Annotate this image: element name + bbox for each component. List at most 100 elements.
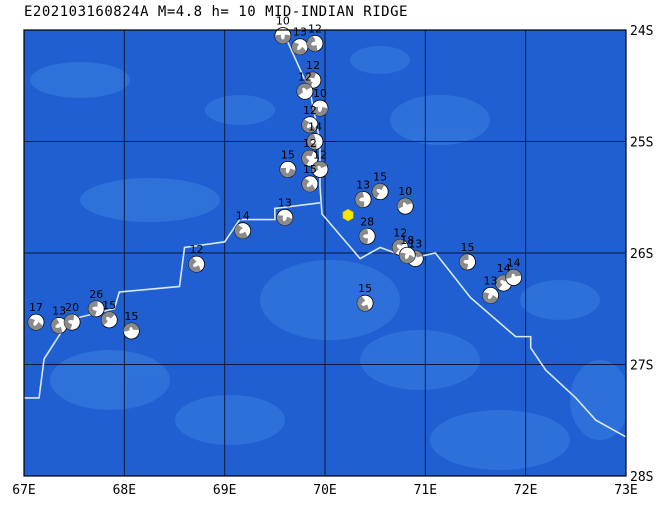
beachball-center bbox=[55, 323, 63, 328]
beachball-12[interactable]: 13 bbox=[354, 178, 372, 208]
event-depth-label: 26 bbox=[89, 288, 103, 301]
beachball-17[interactable]: 28 bbox=[358, 215, 376, 245]
beachball-8[interactable]: 12 bbox=[301, 137, 319, 167]
event-depth-label: 10 bbox=[398, 185, 412, 198]
event-depth-label: 13 bbox=[484, 274, 498, 287]
event-depth-label: 15 bbox=[124, 310, 138, 323]
beachball-6[interactable]: 12 bbox=[301, 104, 319, 134]
x-tick-label: 72E bbox=[514, 483, 537, 498]
beachball-center bbox=[488, 291, 494, 300]
ridge-west-line bbox=[24, 202, 321, 399]
event-depth-label: 15 bbox=[281, 148, 295, 161]
beachball-center bbox=[302, 87, 308, 95]
event-depth-label: 12 bbox=[303, 104, 317, 117]
beachball-1[interactable]: 13 bbox=[291, 26, 309, 56]
beachball-2[interactable]: 12 bbox=[306, 22, 324, 52]
beachball-center bbox=[309, 77, 317, 83]
x-tick-label: 67E bbox=[12, 483, 35, 498]
beachball-26[interactable]: 15 bbox=[356, 282, 374, 312]
event-depth-label: 15 bbox=[373, 171, 387, 184]
y-tick-label: 24S bbox=[630, 24, 653, 39]
y-tick-label: 26S bbox=[630, 247, 653, 262]
event-depth-label: 13 bbox=[52, 304, 66, 317]
beachball-24[interactable]: 14 bbox=[505, 257, 523, 286]
beachball-center bbox=[376, 188, 384, 195]
beachball-center bbox=[239, 227, 247, 234]
event-depth-label: 28 bbox=[360, 215, 374, 228]
beachball-center bbox=[306, 180, 314, 187]
beachball-14[interactable]: 10 bbox=[396, 185, 414, 215]
event-depth-label: 14 bbox=[497, 262, 511, 275]
event-depth-label: 14 bbox=[308, 121, 322, 134]
beachball-7[interactable]: 14 bbox=[306, 121, 324, 150]
event-depth-label: 12 bbox=[313, 148, 327, 161]
beachball-5[interactable]: 10 bbox=[311, 87, 329, 117]
beachball-center bbox=[361, 300, 369, 306]
bathymetry-layer bbox=[30, 46, 626, 470]
event-depth-label: 15 bbox=[102, 299, 116, 312]
beachball-10[interactable]: 15 bbox=[279, 148, 297, 178]
beachball-center bbox=[285, 165, 290, 174]
event-depth-label: 17 bbox=[29, 301, 43, 314]
beachball-center bbox=[306, 121, 314, 129]
event-depth-label: 13 bbox=[356, 178, 370, 191]
beachball-11[interactable]: 15 bbox=[301, 163, 319, 193]
beachball-15[interactable]: 13 bbox=[276, 196, 294, 226]
epicenter-layer bbox=[342, 208, 354, 222]
beachball-center bbox=[359, 197, 368, 202]
event-depth-label: 13 bbox=[293, 26, 307, 39]
beachball-0[interactable]: 10 bbox=[274, 15, 292, 44]
beachball-center bbox=[280, 31, 285, 40]
beachball-30[interactable]: 17 bbox=[27, 301, 45, 331]
beachball-29[interactable]: 15 bbox=[122, 310, 140, 340]
beachball-32[interactable]: 20 bbox=[63, 301, 81, 331]
x-tick-label: 73E bbox=[614, 483, 637, 498]
event-depth-label: 13 bbox=[408, 238, 422, 251]
event-depth-label: 12 bbox=[306, 59, 320, 72]
map-title: E202103160824A M=4.8 h= 10 MID-INDIAN RI… bbox=[24, 4, 408, 20]
beachball-center bbox=[511, 273, 516, 282]
beachball-center bbox=[317, 165, 323, 174]
x-tick-label: 71E bbox=[414, 483, 437, 498]
beachball-21[interactable]: 12 bbox=[188, 243, 205, 273]
beachball-27[interactable]: 26 bbox=[87, 288, 105, 318]
event-depth-label: 12 bbox=[298, 70, 312, 83]
beachball-20[interactable]: 18 bbox=[398, 234, 416, 264]
beachball-31[interactable]: 13 bbox=[50, 304, 68, 334]
beachball-28[interactable]: 15 bbox=[100, 299, 118, 329]
beachball-4[interactable]: 12 bbox=[296, 70, 314, 100]
event-depth-label: 12 bbox=[190, 243, 204, 256]
epicenter-marker[interactable] bbox=[342, 208, 354, 222]
beachball-center bbox=[500, 280, 507, 287]
y-axis-labels: 24S 25S 26S 27S 28S bbox=[630, 24, 653, 485]
event-depth-label: 12 bbox=[308, 22, 322, 35]
event-depth-label: 15 bbox=[460, 241, 474, 254]
beachball-center bbox=[404, 251, 410, 260]
beachball-center bbox=[33, 318, 39, 326]
beachball-center bbox=[463, 259, 472, 264]
beachball-center bbox=[68, 319, 77, 325]
beachball-center bbox=[92, 306, 101, 311]
beachball-22[interactable]: 15 bbox=[459, 241, 476, 271]
event-depth-label: 15 bbox=[358, 282, 372, 295]
x-tick-label: 70E bbox=[313, 483, 336, 498]
event-depth-label: 10 bbox=[313, 87, 327, 100]
beachball-center bbox=[402, 202, 408, 210]
beachball-center bbox=[193, 261, 201, 267]
beachball-13[interactable]: 15 bbox=[371, 171, 389, 201]
map-frame bbox=[23, 29, 627, 477]
event-depth-label: 14 bbox=[236, 210, 250, 223]
x-tick-label: 68E bbox=[113, 483, 136, 498]
beachball-center bbox=[311, 41, 319, 46]
beachball-center bbox=[311, 139, 319, 144]
beachball-16[interactable]: 14 bbox=[234, 210, 252, 240]
beachball-9[interactable]: 12 bbox=[311, 148, 329, 178]
beachball-25[interactable]: 13 bbox=[482, 274, 499, 304]
event-depth-label: 20 bbox=[65, 301, 79, 314]
beachball-center bbox=[129, 327, 134, 336]
beachball-center bbox=[317, 104, 323, 113]
event-depth-label: 12 bbox=[303, 137, 317, 150]
event-depth-label: 10 bbox=[276, 15, 290, 28]
